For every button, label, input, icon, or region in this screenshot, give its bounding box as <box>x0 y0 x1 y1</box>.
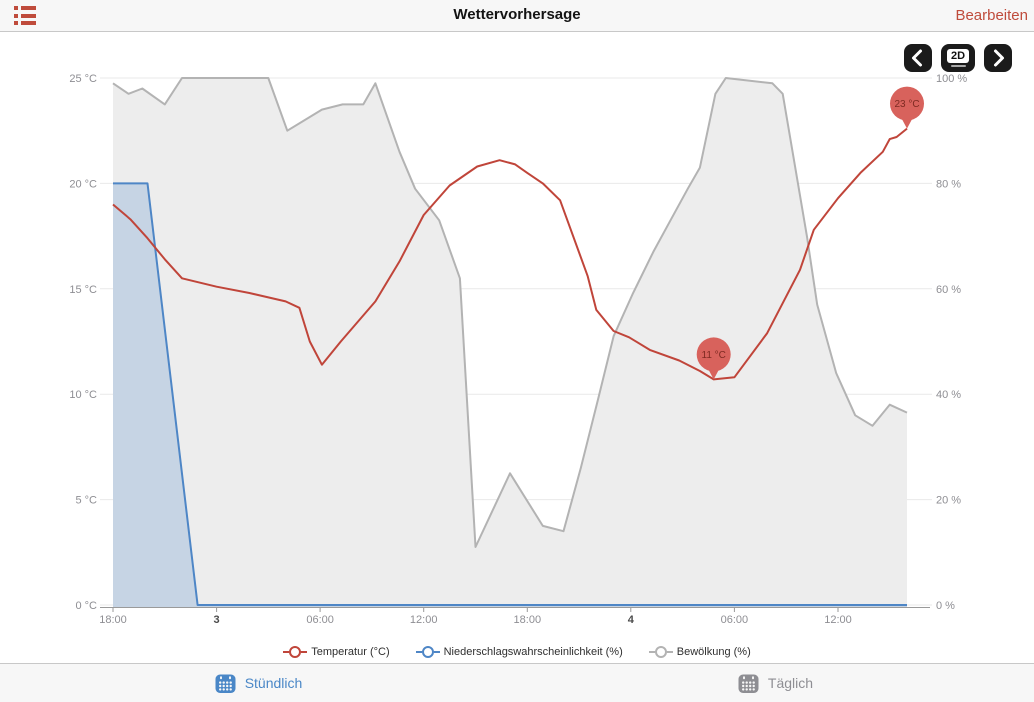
tab-daily-label: Täglich <box>767 675 814 691</box>
chevron-right-icon <box>994 49 1004 67</box>
tab-hourly-label: Stündlich <box>244 675 303 691</box>
y-right-tick-label: 60 % <box>936 284 961 296</box>
previous-range-button[interactable] <box>904 44 932 72</box>
legend-marker <box>415 646 440 658</box>
legend-label: Temperatur (°C) <box>311 646 390 658</box>
range-2d-button[interactable]: 2D <box>941 44 975 72</box>
x-tick-label: 18:00 <box>99 614 127 626</box>
list-menu-icon[interactable] <box>14 6 36 25</box>
precipitation-line <box>113 182 907 606</box>
pin-label: 11 °C <box>702 350 726 361</box>
y-right-tick-label: 0 % <box>936 600 955 612</box>
legend-item-clouds: Bewölkung (%) <box>648 646 751 658</box>
y-right-tick-label: 100 % <box>936 73 967 85</box>
chart-legend: Temperatur (°C) Niederschlagswahrscheinli… <box>0 646 1034 658</box>
legend-item-precipitation: Niederschlagswahrscheinlichkeit (%) <box>415 646 623 658</box>
x-tick-label: 4 <box>628 614 635 626</box>
y-left-tick-label: 25 °C <box>69 73 97 85</box>
clouds-line <box>112 77 908 548</box>
range-underline <box>950 65 966 67</box>
pin-label: 23 °C <box>894 99 919 110</box>
temperature-line <box>112 127 908 381</box>
legend-item-temperature: Temperatur (°C) <box>283 646 390 658</box>
y-right-tick-label: 80 % <box>936 178 961 190</box>
next-range-button[interactable] <box>984 44 1012 72</box>
list-icon-row <box>14 13 36 18</box>
x-tick-label: 12:00 <box>410 614 438 626</box>
top-navigation-bar: Wettervorhersage Bearbeiten <box>0 0 1034 32</box>
x-tick-label: 06:00 <box>306 614 334 626</box>
range-navigation: 2D <box>904 44 1012 72</box>
value-pin: 23 °C <box>890 86 924 129</box>
y-left-tick-label: 5 °C <box>75 495 97 507</box>
chart-region: 18:00 3 06:00 12:00 18:00 4 06:00 12:00 0 °C 5 °C… <box>0 32 1034 663</box>
legend-label: Bewölkung (%) <box>676 646 751 658</box>
list-icon-row <box>14 21 36 25</box>
weather-chart[interactable]: 18:00 3 06:00 12:00 18:00 4 06:00 12:00 0 °C 5 °C… <box>0 32 1034 663</box>
list-icon-row <box>14 6 36 10</box>
y-left-tick-label: 0 °C <box>75 600 97 612</box>
tab-hourly[interactable]: Stündlich <box>0 664 517 702</box>
legend-marker <box>648 646 673 658</box>
range-label: 2D <box>946 49 970 63</box>
x-tick-label: 12:00 <box>824 614 852 626</box>
y-left-tick-label: 20 °C <box>69 178 97 190</box>
page-title: Wettervorhersage <box>453 6 581 23</box>
bottom-tab-bar: Stündlich Täglich <box>0 663 1034 702</box>
value-pin: 11 °C <box>696 337 731 380</box>
clouds-area <box>113 78 907 607</box>
x-tick-label: 06:00 <box>721 614 749 626</box>
y-left-tick-label: 15 °C <box>69 284 97 296</box>
x-tick-label: 18:00 <box>514 614 542 626</box>
chevron-left-icon <box>912 49 922 67</box>
y-right-tick-label: 40 % <box>936 389 961 401</box>
x-tick-label: 3 <box>214 614 220 626</box>
tab-daily[interactable]: Täglich <box>517 664 1034 702</box>
y-left-tick-label: 10 °C <box>69 389 97 401</box>
calendar-icon <box>738 674 759 693</box>
y-right-tick-label: 20 % <box>936 495 961 507</box>
legend-label: Niederschlagswahrscheinlichkeit (%) <box>443 646 623 658</box>
edit-button[interactable]: Bearbeiten <box>955 7 1028 24</box>
calendar-icon <box>215 674 236 693</box>
legend-marker <box>283 646 308 658</box>
